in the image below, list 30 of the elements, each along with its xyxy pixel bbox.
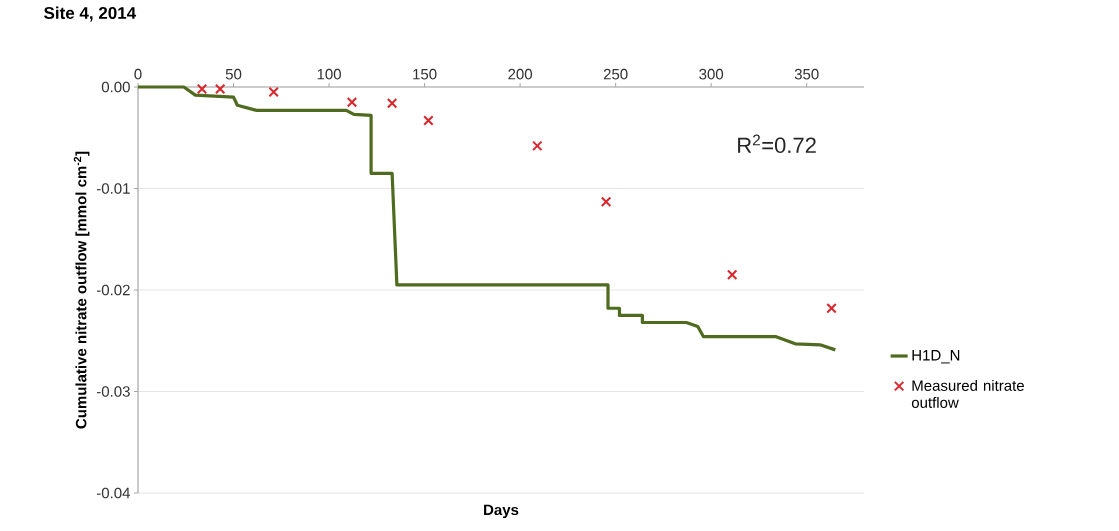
point <box>214 83 226 95</box>
x-tick-label: 0 <box>134 68 142 80</box>
point <box>268 86 279 98</box>
point <box>532 140 543 152</box>
y-tick-label: 0.00 <box>101 81 130 93</box>
x-axis-title: Days <box>484 504 519 519</box>
point <box>386 97 398 109</box>
y-tick-label: -0.01 <box>96 183 130 194</box>
point <box>196 83 208 95</box>
chart-title: Site 4, 2014 <box>44 6 137 22</box>
point <box>826 303 837 314</box>
y-tick-label: -0.04 <box>96 487 131 499</box>
x-tick-label: 300 <box>699 68 724 80</box>
x-tick-label: 250 <box>603 68 628 80</box>
annotation: R$^{2}$=0.72 <box>738 134 816 154</box>
x-tick-label: 150 <box>413 68 437 80</box>
x-tick-label: 350 <box>794 68 819 80</box>
y-tick-label: -0.02 <box>96 284 130 296</box>
point <box>600 196 612 207</box>
point <box>346 96 358 108</box>
y-tick-label: -0.03 <box>96 386 130 397</box>
x-tick-label: 50 <box>225 68 242 80</box>
legend-label: Measured nitrate outflow <box>911 379 1024 408</box>
y-axis-title: Cumulative nitrate outflow [mmol cm$^{-2}$] <box>73 151 90 429</box>
point <box>726 269 738 281</box>
line-series <box>136 85 837 352</box>
x-tick-label: 200 <box>508 68 533 80</box>
x-tick-label: 100 <box>317 68 341 80</box>
legend-label: H1D_N <box>912 350 960 364</box>
point <box>423 115 434 126</box>
